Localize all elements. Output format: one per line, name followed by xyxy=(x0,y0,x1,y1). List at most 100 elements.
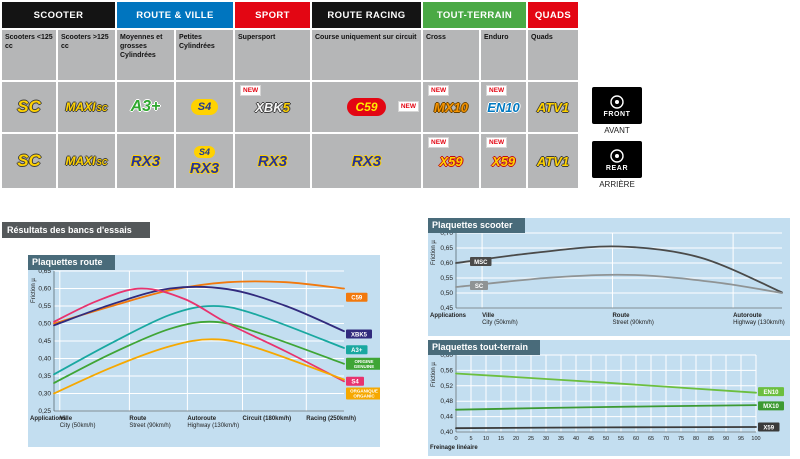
product-logo-atv1: ATV1 xyxy=(536,99,570,115)
product-logo-c59: C59 xyxy=(347,98,386,116)
svg-text:0,48: 0,48 xyxy=(440,398,453,405)
svg-text:75: 75 xyxy=(678,436,684,442)
series-label-msc xyxy=(470,257,492,266)
product-logo-xbk5: XBK5 xyxy=(255,99,290,115)
product-logo-rx3: RX3 xyxy=(130,152,161,170)
series-line-origine xyxy=(53,320,345,384)
svg-text:25: 25 xyxy=(528,436,534,442)
svg-text:0,70: 0,70 xyxy=(440,230,453,237)
rear-row-cell: RX3 xyxy=(117,134,174,188)
svg-text:15: 15 xyxy=(498,436,504,442)
series-label-en10 xyxy=(758,387,784,397)
front-row-cell: SC xyxy=(2,82,56,132)
svg-text:80: 80 xyxy=(693,436,699,442)
rear-row-cell: ATV1 xyxy=(528,134,578,188)
front-row-cell: ATV1 xyxy=(528,82,578,132)
column-subheader: Course uniquement sur circuit xyxy=(312,30,421,80)
series-line-c59 xyxy=(53,280,345,325)
svg-text:Freinage linéaire: Freinage linéaire xyxy=(430,445,478,451)
front-sublabel: AVANT xyxy=(604,126,630,135)
product-logo-x59: X59 xyxy=(491,153,516,169)
front-brake-disc-icon xyxy=(610,94,624,109)
svg-text:0: 0 xyxy=(454,436,457,442)
chart-scooter-title: Plaquettes scooter xyxy=(428,218,525,233)
results-title-bar: Résultats des bancs d'essais xyxy=(2,222,150,238)
svg-text:Highway (130km/h): Highway (130km/h) xyxy=(187,423,239,429)
group-header-sport: SPORT xyxy=(235,2,310,28)
svg-text:40: 40 xyxy=(573,436,579,442)
svg-text:Street (90km/h): Street (90km/h) xyxy=(129,423,170,429)
svg-text:EN10: EN10 xyxy=(763,390,779,396)
svg-text:0,50: 0,50 xyxy=(440,290,453,297)
svg-text:S4: S4 xyxy=(351,380,359,386)
svg-text:City (50km/h): City (50km/h) xyxy=(482,320,518,326)
series-line-x59 xyxy=(455,426,757,430)
svg-text:0,40: 0,40 xyxy=(440,429,453,436)
svg-text:0,52: 0,52 xyxy=(440,383,453,390)
svg-text:35: 35 xyxy=(558,436,564,442)
svg-text:GENUINE: GENUINE xyxy=(354,364,375,369)
product-logo-s4: S4 xyxy=(190,99,219,115)
chart-plaquettes-tout-terrain: Plaquettes tout-terrain 0,60 0,56 0,52 0,48… xyxy=(428,340,790,456)
product-logo-mx10: MX10 xyxy=(434,99,468,115)
rear-black-box: REAR xyxy=(592,141,642,178)
svg-text:10: 10 xyxy=(483,436,489,442)
new-badge: NEW xyxy=(397,101,419,112)
column-subheader: Quads xyxy=(528,30,578,80)
svg-text:A3+: A3+ xyxy=(351,348,363,354)
svg-text:5: 5 xyxy=(469,436,472,442)
chart-tt-canvas: 0,60 0,56 0,52 0,48 0,44 0,40 0 5 10 15 20 25 30 35 40… xyxy=(428,340,790,456)
front-label: FRONT xyxy=(603,110,631,118)
product-logo-s4: S4 xyxy=(193,145,215,158)
front-label-box: FRONT AVANT xyxy=(592,87,642,135)
product-logo-atv1: ATV1 xyxy=(536,153,570,169)
rear-label-box: REAR ARRIÈRE xyxy=(592,141,642,189)
front-black-box: FRONT xyxy=(592,87,642,124)
front-row-cell: A3+ xyxy=(117,82,174,132)
svg-text:0,44: 0,44 xyxy=(440,414,453,421)
group-header-route-racing: ROUTE RACING xyxy=(312,2,421,28)
rear-brake-disc-icon xyxy=(610,148,624,163)
column-subheader: Scooters >125 cc xyxy=(58,30,115,80)
svg-text:SC: SC xyxy=(475,284,484,290)
rear-row-cell: RX3 xyxy=(235,134,310,188)
product-table: SCOOTER ROUTE & VILLE SPORT ROUTE RACING TOU… xyxy=(2,2,578,188)
rear-label: REAR xyxy=(605,164,629,172)
series-label-mx10 xyxy=(758,401,784,411)
svg-text:Ville: Ville xyxy=(482,313,495,319)
new-badge: NEW xyxy=(486,85,508,96)
rear-row-cell: RX3 xyxy=(312,134,421,188)
front-row-cell: S4 xyxy=(176,82,233,132)
svg-text:0,45: 0,45 xyxy=(440,305,453,312)
product-logo-en10: EN10 xyxy=(487,99,520,115)
chart-plaquettes-scooter: Plaquettes scooter 0,70 0,65 0,60 0,55 0,50 0… xyxy=(428,218,790,336)
series-line-sc xyxy=(455,273,783,294)
group-header-quads: QUADS xyxy=(528,2,578,28)
svg-text:60: 60 xyxy=(633,436,639,442)
svg-text:0,25: 0,25 xyxy=(38,408,51,415)
svg-text:X59: X59 xyxy=(763,425,774,431)
rear-row-cell: NEW X59 xyxy=(481,134,526,188)
rear-row-cell: S4 RX3 xyxy=(176,134,233,188)
svg-text:Autoroute: Autoroute xyxy=(733,313,762,319)
svg-text:Friction µ: Friction µ xyxy=(431,240,437,265)
front-row-cell: MAXISC xyxy=(58,82,115,132)
rear-row-cell: MAXISC xyxy=(58,134,115,188)
new-badge: NEW xyxy=(428,85,450,96)
chart-route-title: Plaquettes route xyxy=(28,255,115,270)
svg-text:95: 95 xyxy=(738,436,744,442)
series-label-origine xyxy=(346,357,380,370)
front-row-cell: NEW C59 xyxy=(312,82,421,132)
svg-text:0,55: 0,55 xyxy=(440,275,453,282)
product-logo-rx3: RX3 xyxy=(351,152,382,170)
svg-text:MX10: MX10 xyxy=(763,404,779,410)
svg-text:0,60: 0,60 xyxy=(440,260,453,267)
group-header-tout-terrain: TOUT-TERRAIN xyxy=(423,2,526,28)
svg-text:55: 55 xyxy=(618,436,624,442)
front-row-cell: NEW MX10 xyxy=(423,82,479,132)
rear-row-cell: SC xyxy=(2,134,56,188)
chart-route-canvas: 0,65 0,60 0,55 0,50 0,45 0,40 0,35 0,30 0,25 Vill… xyxy=(28,255,380,447)
series-line-organique xyxy=(53,338,345,395)
series-line-xbk5 xyxy=(53,285,345,333)
